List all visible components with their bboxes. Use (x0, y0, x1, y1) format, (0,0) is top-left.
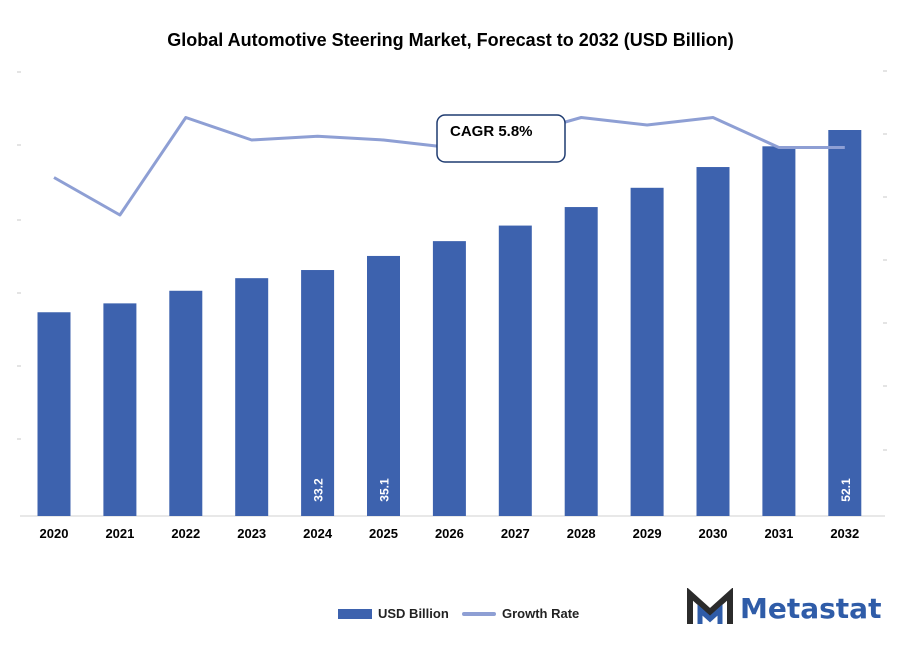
bar-2025 (367, 255, 400, 517)
bar-value-label-2024: 33.2 (312, 478, 326, 502)
legend-swatch-line (462, 611, 496, 616)
bar-value-label-2025: 35.1 (378, 478, 392, 502)
metastat-logo-icon (687, 588, 733, 624)
legend-label-usd-billion: USD Billion (378, 606, 449, 621)
x-tick-label-2029: 2029 (633, 526, 662, 541)
x-tick-label-2022: 2022 (171, 526, 200, 541)
chart-title: Global Automotive Steering Market, Forec… (167, 30, 734, 50)
x-tick-label-2030: 2030 (699, 526, 728, 541)
brand-logo: Metastat (686, 588, 881, 628)
x-tick-label-2021: 2021 (105, 526, 134, 541)
x-tick-label-2027: 2027 (501, 526, 530, 541)
cagr-annotation-text: CAGR 5.8% (450, 123, 533, 140)
x-tick-label-2020: 2020 (40, 526, 69, 541)
bar-2027 (498, 225, 532, 516)
bar-2022 (169, 290, 203, 516)
x-tick-label-2024: 2024 (303, 526, 333, 541)
legend-item-growth-rate: Growth Rate (462, 606, 579, 621)
bar-series (37, 130, 862, 517)
bar-2024 (301, 270, 335, 516)
x-tick-label-2026: 2026 (435, 526, 464, 541)
legend-swatch-bar (338, 608, 372, 619)
bar-2028 (564, 207, 598, 516)
cagr-annotation-box (436, 114, 566, 163)
x-tick-label-2023: 2023 (237, 526, 266, 541)
right-axis-ticks (883, 70, 887, 451)
x-tick-labels: 2020 2021 2022 2023 2024 2025 2026 2027 2028 2029… (40, 526, 860, 541)
x-tick-label-2028: 2028 (567, 526, 596, 541)
legend-item-usd-billion: USD Billion (338, 606, 449, 621)
bar-value-label-2032: 52.1 (839, 478, 853, 502)
x-tick-label-2032: 2032 (830, 526, 859, 541)
x-tick-label-2025: 2025 (369, 526, 398, 541)
cagr-annotation: CAGR 5.8% (436, 114, 566, 163)
bar-2029 (630, 187, 664, 516)
bar-value-labels: 33.2 35.1 52.1 (312, 478, 853, 502)
bar-2026 (432, 241, 466, 516)
bar-2031 (762, 146, 796, 516)
legend-label-growth-rate: Growth Rate (502, 606, 580, 621)
brand-name: Metastat (740, 591, 882, 625)
bar-2020 (37, 312, 71, 516)
bar-2023 (235, 278, 269, 516)
bar-2030 (696, 167, 730, 517)
bar-2021 (103, 303, 137, 516)
x-tick-label-2031: 2031 (764, 526, 793, 541)
bar-2032 (828, 130, 862, 516)
left-axis-ticks (17, 71, 21, 440)
